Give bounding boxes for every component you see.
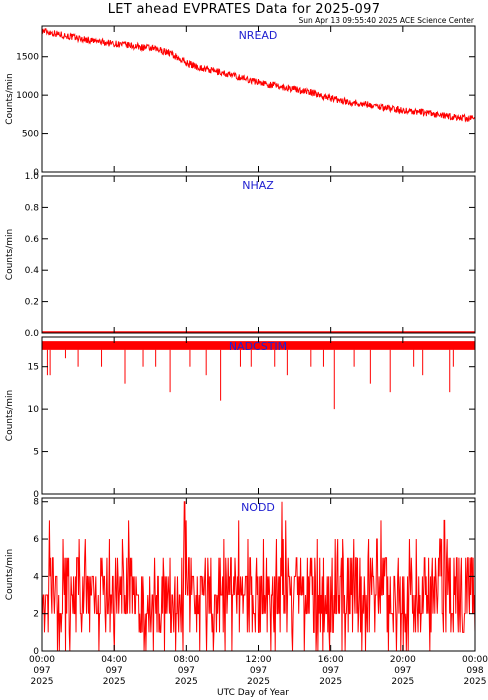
y-tick-label-nread-3: 1500 [16,53,39,63]
panel-label-nhaz: NHAZ [242,179,274,192]
panels-group: 050010001500Counts/minNREAD0.00.20.40.60… [5,25,476,657]
panel-label-nadcstim: NADCSTIM [229,340,287,353]
y-tick-label-nhaz-0: 0.0 [25,329,40,339]
x-tick-label-1-line-1: 097 [106,666,123,676]
y-tick-label-nodd-1: 2 [33,610,39,620]
y-tick-label-nodd-2: 4 [33,572,39,582]
x-tick-label-5-line-2: 2025 [391,677,414,687]
x-tick-label-3-line-2: 2025 [247,677,270,687]
x-tick-label-3-line-1: 097 [250,666,267,676]
x-tick-label-3-line-0: 12:00 [246,655,272,665]
x-tick-label-2-line-1: 097 [178,666,195,676]
y-tick-label-nhaz-3: 0.6 [25,235,40,245]
y-axis-title-nhaz: Counts/min [5,229,15,280]
y-tick-label-nadcstim-2: 10 [28,405,40,415]
y-tick-label-nread-0: 0 [33,168,39,178]
x-tick-label-5-line-0: 20:00 [390,655,416,665]
y-tick-label-nread-1: 500 [22,130,39,140]
series-nodd [41,501,476,652]
y-tick-label-nodd-3: 6 [33,535,39,545]
x-tick-label-1-line-2: 2025 [103,677,126,687]
y-axis-title-nodd: Counts/min [5,549,15,600]
panel-nhaz: 0.0 0.2 0.4 0.6 0.8 1.0 Counts/min NHAZ [5,172,476,339]
x-tick-label-1-line-0: 04:00 [101,655,127,665]
x-tick-label-2-line-2: 2025 [175,677,198,687]
nodd-line [41,501,476,652]
x-tick-label-4-line-1: 097 [322,666,339,676]
y-tick-label-nodd-4: 8 [33,498,39,508]
x-tick-label-6-line-2: 2025 [464,677,487,687]
series-nread [41,27,476,123]
y-tick-label-nadcstim-1: 5 [33,448,39,458]
y-tick-label-nhaz-5: 1.0 [25,172,40,182]
x-axis-title: UTC Day of Year [217,688,289,698]
x-tick-label-4-line-2: 2025 [319,677,342,687]
y-axis-title-nread: Counts/min [5,73,15,124]
x-tick-label-5-line-1: 097 [394,666,411,676]
y-axis-title-nadcstim: Counts/min [5,390,15,441]
x-tick-label-0-line-2: 2025 [31,677,54,687]
y-tick-label-nodd-0: 0 [33,647,39,657]
nadcstim-band-fill [42,341,475,350]
x-axis-labels: 00:00097202504:00097202508:00097202512:0… [29,655,488,687]
figure-title: LET ahead EVPRATES Data for 2025-097 [108,2,381,17]
y-tick-label-nhaz-4: 0.8 [25,203,40,213]
y-tick-label-nadcstim-0: 0 [33,490,39,500]
panel-nodd: 0 2 4 6 8 Counts/min NODD [5,497,476,657]
y-tick-label-nread-2: 1000 [16,91,39,101]
panel-label-nodd: NODD [241,501,275,514]
x-tick-label-2-line-0: 08:00 [173,655,199,665]
y-tick-label-nhaz-2: 0.4 [25,266,40,276]
x-tick-label-0-line-1: 097 [33,666,50,676]
x-tick-label-6-line-1: 098 [466,666,483,676]
x-tick-label-0-line-0: 00:00 [29,655,55,665]
x-tick-label-6-line-0: 00:00 [462,655,488,665]
y-tick-label-nadcstim-3: 15 [28,363,39,373]
panel-nadcstim: 0 5 10 15 Counts/min NADCSTIM [5,336,476,500]
y-tick-label-nhaz-1: 0.2 [25,298,39,308]
panel-label-nread: NREAD [239,29,278,42]
nread-line [41,27,476,123]
x-tick-label-4-line-0: 16:00 [318,655,344,665]
figure-subtitle: Sun Apr 13 09:55:40 2025 ACE Science Cen… [298,16,474,25]
